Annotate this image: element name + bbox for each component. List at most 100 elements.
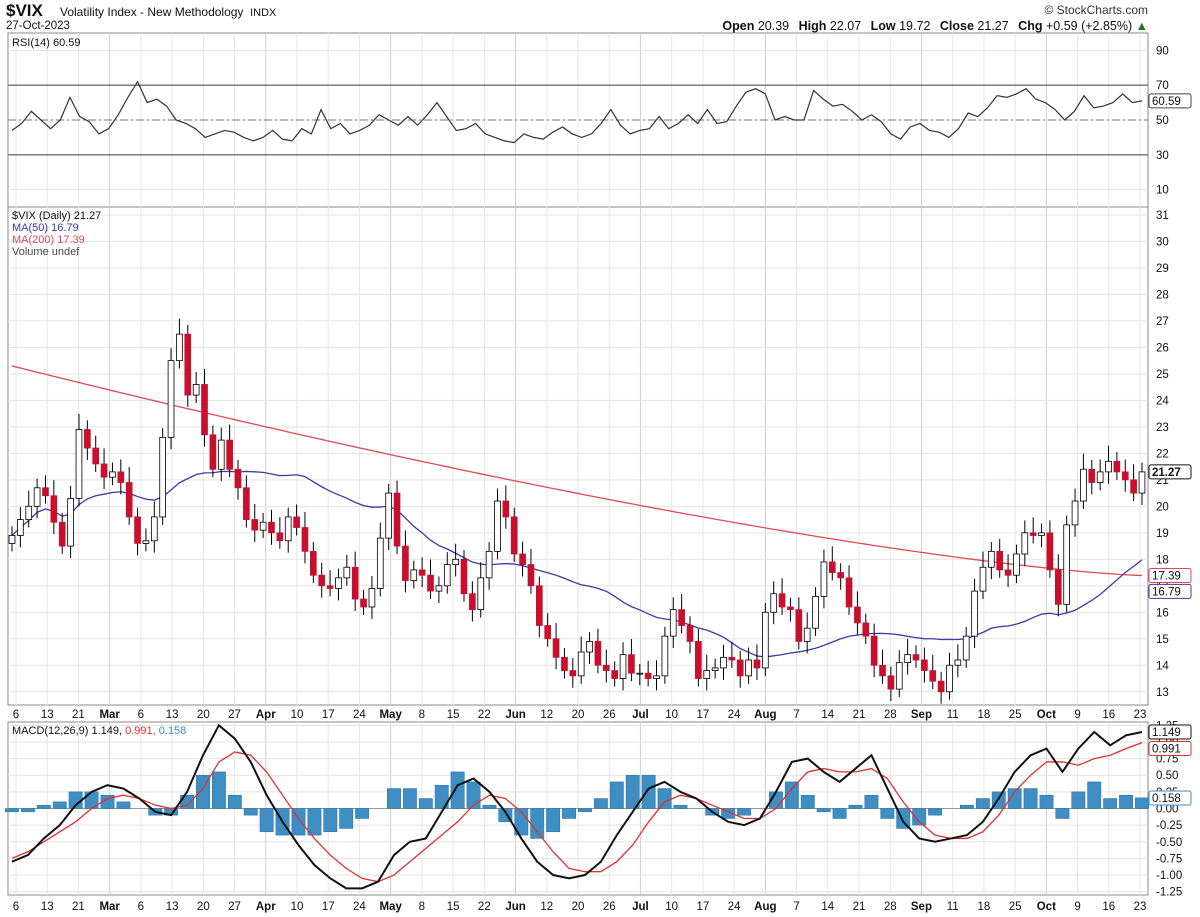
candle-body bbox=[318, 574, 326, 587]
macd-last-value-box-0 bbox=[1148, 724, 1192, 740]
macd-histogram-bar bbox=[562, 808, 576, 819]
price-tick-label: 20 bbox=[1156, 501, 1169, 513]
candle-body bbox=[895, 662, 903, 690]
rsi-tick-label: 30 bbox=[1156, 150, 1169, 162]
macd-histogram-bar bbox=[1055, 808, 1070, 819]
candle-body bbox=[795, 609, 803, 642]
macd-histogram-bar bbox=[673, 804, 688, 809]
candle-body bbox=[209, 434, 217, 470]
price-tick-label: 15 bbox=[1156, 634, 1169, 646]
macd-histogram-bar bbox=[52, 801, 67, 809]
candle-body bbox=[1046, 532, 1054, 571]
candle-body bbox=[410, 569, 418, 581]
candle-body bbox=[243, 487, 250, 520]
candle-body bbox=[8, 535, 16, 544]
rsi-line bbox=[11, 80, 1143, 144]
candle-body bbox=[695, 641, 702, 679]
macd-histogram-bar bbox=[578, 808, 592, 813]
candle-body bbox=[33, 487, 41, 507]
candle-body bbox=[159, 437, 166, 518]
candle-body bbox=[745, 659, 752, 677]
price-tick-label: 24 bbox=[1156, 395, 1169, 407]
macd-histogram-bar bbox=[880, 808, 895, 819]
candle-body bbox=[335, 577, 342, 589]
macd-histogram-bar bbox=[5, 808, 19, 813]
candle-body bbox=[1004, 569, 1012, 576]
x-axis-label-bottom: 13 bbox=[166, 901, 179, 913]
candle-body bbox=[201, 384, 208, 436]
candle-body bbox=[1105, 460, 1112, 473]
x-axis-label-price: 25 bbox=[1009, 709, 1022, 721]
x-axis-label-price: Jun bbox=[505, 709, 525, 721]
macd-histogram-bar bbox=[864, 794, 879, 809]
candle-body bbox=[561, 656, 568, 671]
ma200-line bbox=[11, 365, 1143, 577]
candle-body bbox=[192, 384, 200, 396]
candle-body bbox=[42, 487, 49, 497]
candle-body bbox=[527, 564, 535, 587]
price-last-value: 21.27 bbox=[1152, 467, 1181, 479]
x-axis-label-bottom: 21 bbox=[72, 901, 85, 913]
candle-body bbox=[477, 577, 485, 611]
candle-body bbox=[184, 333, 192, 396]
macd-histogram-bar bbox=[530, 808, 545, 839]
x-axis-label-bottom: 16 bbox=[1102, 901, 1115, 913]
macd-histogram-bar bbox=[355, 808, 370, 819]
ma50-last-value-box bbox=[1148, 583, 1192, 599]
candle-body bbox=[1088, 468, 1096, 483]
candle-body bbox=[100, 463, 108, 478]
up-arrow-icon: ▲ bbox=[1135, 19, 1148, 33]
candle-body bbox=[879, 664, 886, 677]
x-axis-label-price: 24 bbox=[353, 709, 366, 721]
x-axis-label-price: 13 bbox=[41, 709, 54, 721]
macd-histogram-bar bbox=[418, 798, 433, 809]
candle-body bbox=[510, 516, 518, 555]
macd-tick-label: -1.00 bbox=[1156, 870, 1182, 882]
x-axis-label-price: 21 bbox=[72, 709, 85, 721]
x-axis-label-bottom: Jul bbox=[632, 901, 649, 913]
candle-body bbox=[845, 577, 853, 608]
macd-histogram-bar bbox=[36, 804, 51, 809]
price-legend-2: MA(200) 17.39 bbox=[12, 234, 85, 246]
candle-body bbox=[912, 654, 920, 661]
candle-body bbox=[150, 516, 158, 542]
candle-body bbox=[1063, 524, 1070, 605]
x-axis-label-price: Oct bbox=[1037, 709, 1056, 721]
candle-body bbox=[234, 468, 242, 489]
price-tick-label: 30 bbox=[1156, 236, 1169, 248]
macd-histogram-bar bbox=[912, 808, 927, 826]
x-axis-label-bottom: 15 bbox=[447, 901, 460, 913]
x-axis-label-price: 23 bbox=[1134, 709, 1147, 721]
candle-body bbox=[452, 558, 459, 566]
ma200-last-value-box bbox=[1148, 567, 1192, 583]
macd-tick-label: 0.75 bbox=[1156, 754, 1178, 766]
macd-histogram-bar bbox=[848, 804, 863, 809]
x-axis-label-bottom: 8 bbox=[419, 901, 425, 913]
candle-body bbox=[971, 590, 978, 637]
macd-histogram-bar bbox=[291, 808, 306, 836]
symbol-description: Volatility Index - New Methodology INDX bbox=[60, 5, 277, 19]
candle-body bbox=[611, 670, 618, 679]
rsi-tick-label: 70 bbox=[1156, 80, 1169, 92]
candle-body bbox=[770, 593, 778, 613]
candle-body bbox=[762, 611, 769, 669]
macd-histogram-bar bbox=[959, 804, 974, 809]
price-tick-label: 19 bbox=[1156, 528, 1169, 540]
x-axis-label-price: Apr bbox=[256, 709, 276, 721]
brand-logo[interactable]: © StockCharts.com bbox=[1044, 3, 1148, 17]
ma50-last-value: 16.79 bbox=[1152, 586, 1181, 598]
candle-body bbox=[1054, 569, 1062, 605]
candle-body bbox=[628, 654, 635, 674]
macd-histogram-bar bbox=[339, 808, 354, 829]
macd-tick-label: 0.00 bbox=[1156, 804, 1178, 816]
macd-histogram-bar bbox=[211, 771, 226, 809]
macd-histogram-bar bbox=[721, 808, 736, 819]
x-axis-label-bottom: 7 bbox=[793, 901, 799, 913]
candle-body bbox=[1096, 471, 1104, 483]
x-axis-label-price: 24 bbox=[728, 709, 741, 721]
candle-body bbox=[485, 550, 493, 579]
price-legend-1: MA(50) 16.79 bbox=[12, 222, 79, 234]
rsi-tick-label: 10 bbox=[1156, 185, 1169, 197]
candle-body bbox=[142, 540, 150, 544]
